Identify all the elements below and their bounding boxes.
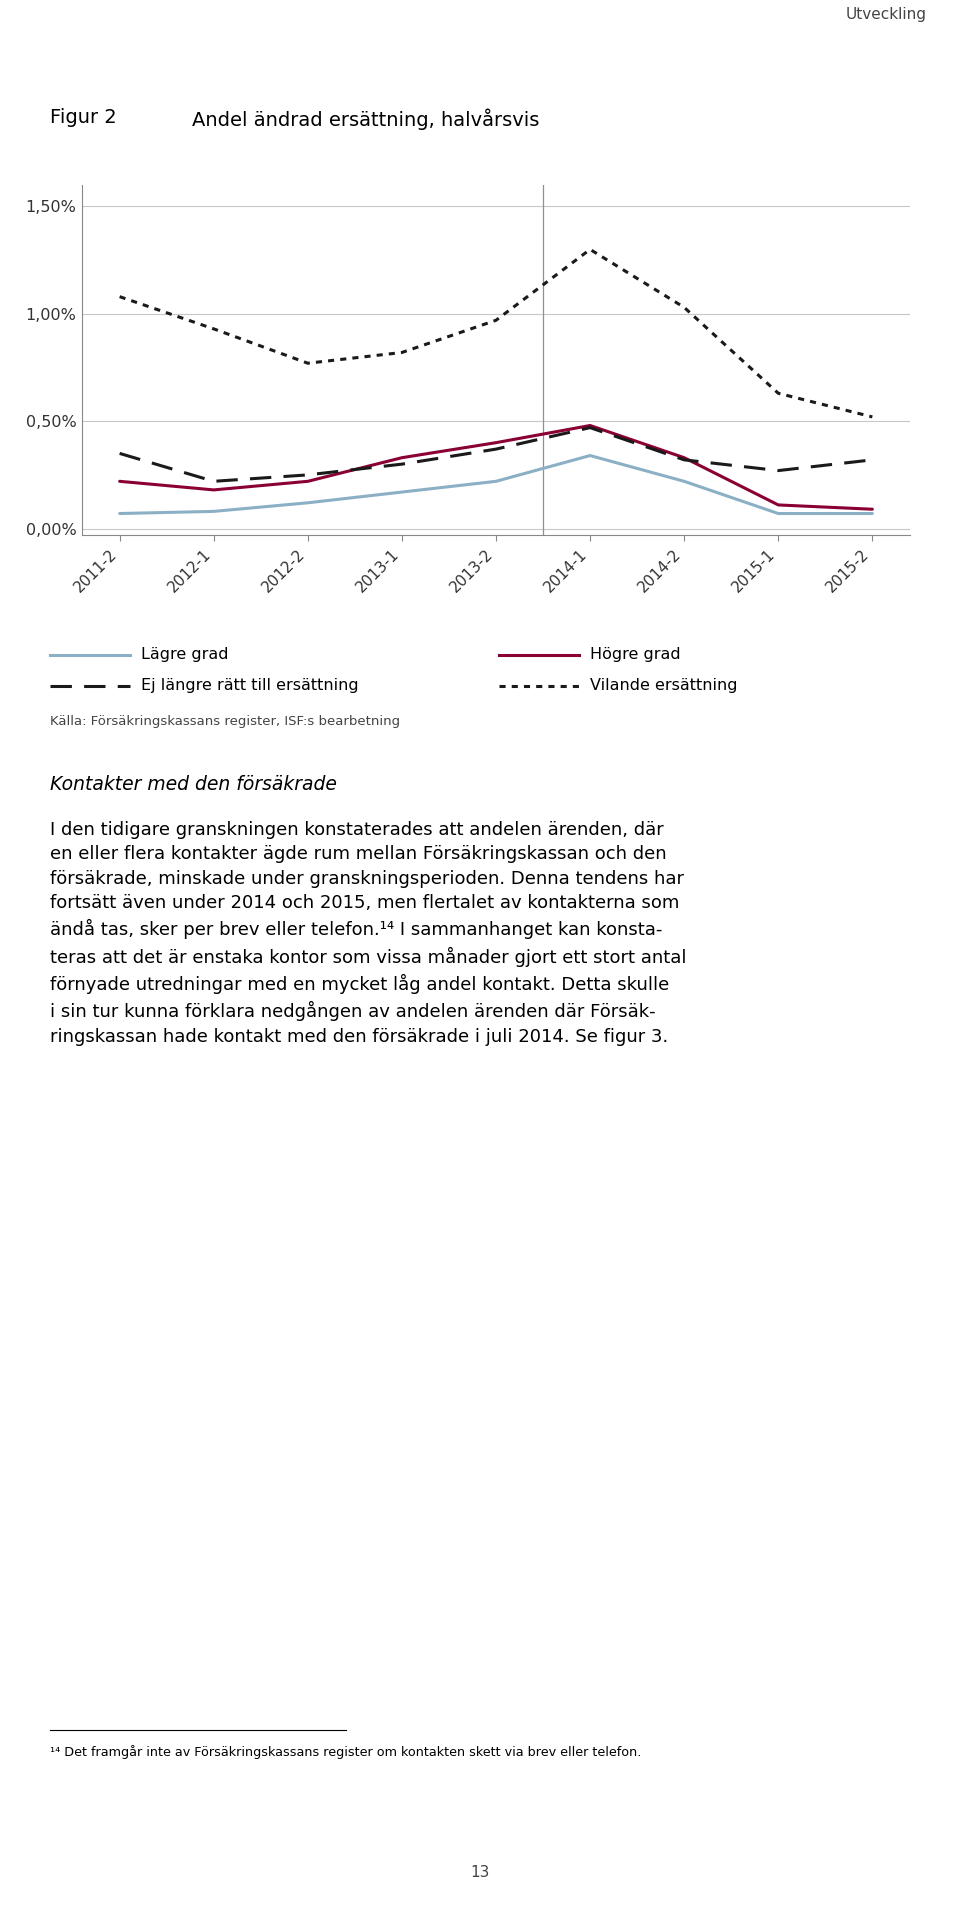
Text: Andel ändrad ersättning, halvårsvis: Andel ändrad ersättning, halvårsvis	[192, 108, 540, 129]
Text: Lägre grad: Lägre grad	[141, 647, 228, 663]
Text: I den tidigare granskningen konstaterades att andelen ärenden, där
en eller fler: I den tidigare granskningen konstaterade…	[50, 821, 686, 1045]
Text: Högre grad: Högre grad	[590, 647, 681, 663]
Text: Ej längre rätt till ersättning: Ej längre rätt till ersättning	[141, 678, 359, 694]
Text: Figur 2: Figur 2	[50, 108, 117, 128]
Text: Källa: Försäkringskassans register, ISF:s bearbetning: Källa: Försäkringskassans register, ISF:…	[50, 715, 400, 728]
Text: ¹⁴ Det framgår inte av Försäkringskassans register om kontakten skett via brev e: ¹⁴ Det framgår inte av Försäkringskassan…	[50, 1745, 641, 1758]
Text: Utveckling: Utveckling	[846, 6, 926, 21]
Text: 13: 13	[470, 1864, 490, 1880]
Text: Kontakter med den försäkrade: Kontakter med den försäkrade	[50, 775, 337, 794]
Text: Vilande ersättning: Vilande ersättning	[590, 678, 738, 694]
